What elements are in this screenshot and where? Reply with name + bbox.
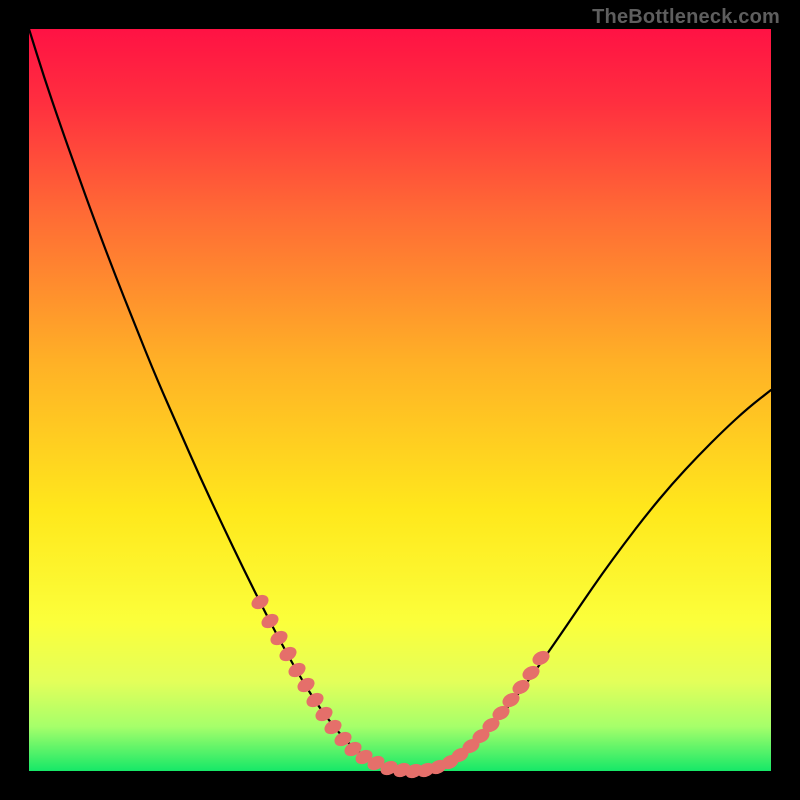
plot-background xyxy=(29,29,771,771)
chart-frame: TheBottleneck.com xyxy=(0,0,800,800)
bottleneck-chart xyxy=(0,0,800,800)
